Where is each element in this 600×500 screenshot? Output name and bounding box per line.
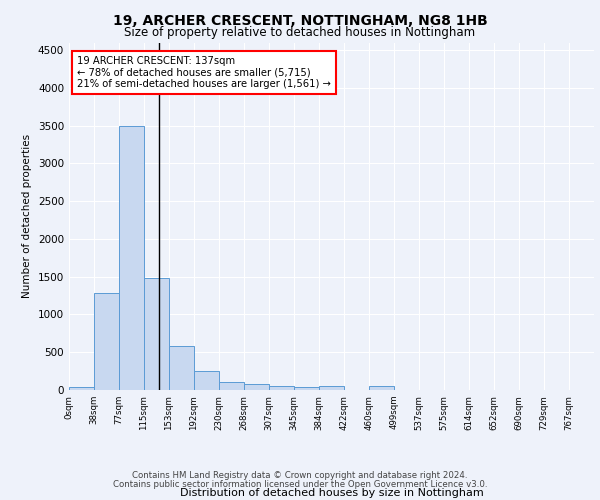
Bar — [369, 386, 394, 390]
Bar — [69, 387, 94, 390]
Text: Contains public sector information licensed under the Open Government Licence v3: Contains public sector information licen… — [113, 480, 487, 489]
Bar — [269, 386, 294, 390]
Bar — [219, 382, 244, 390]
Bar — [144, 278, 169, 390]
Text: 19 ARCHER CRESCENT: 137sqm
← 78% of detached houses are smaller (5,715)
21% of s: 19 ARCHER CRESCENT: 137sqm ← 78% of deta… — [77, 56, 331, 90]
Y-axis label: Number of detached properties: Number of detached properties — [22, 134, 32, 298]
Bar — [169, 346, 194, 390]
Bar — [194, 370, 219, 390]
Bar — [94, 294, 119, 390]
Text: Contains HM Land Registry data © Crown copyright and database right 2024.: Contains HM Land Registry data © Crown c… — [132, 471, 468, 480]
X-axis label: Distribution of detached houses by size in Nottingham: Distribution of detached houses by size … — [179, 488, 484, 498]
Bar — [244, 384, 269, 390]
Text: 19, ARCHER CRESCENT, NOTTINGHAM, NG8 1HB: 19, ARCHER CRESCENT, NOTTINGHAM, NG8 1HB — [113, 14, 487, 28]
Bar — [294, 386, 319, 390]
Text: Size of property relative to detached houses in Nottingham: Size of property relative to detached ho… — [124, 26, 476, 39]
Bar — [319, 386, 344, 390]
Bar — [119, 126, 144, 390]
